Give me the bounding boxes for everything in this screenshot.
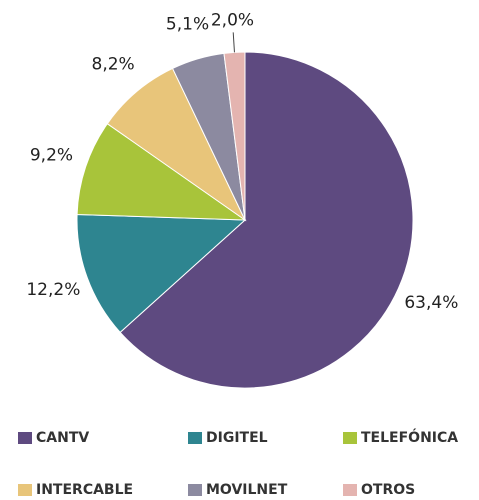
legend-label: TELEFÓNICA	[361, 428, 458, 446]
legend-swatch	[343, 484, 357, 496]
legend-label: DIGITEL	[206, 430, 268, 446]
leader-line	[232, 32, 235, 53]
pie-slice	[76, 213, 247, 334]
legend-label: CANTV	[36, 430, 89, 446]
legend-swatch	[18, 484, 32, 496]
data-label: 63,4%	[404, 293, 458, 313]
legend-label: INTERCABLE	[36, 482, 133, 498]
legend-swatch	[188, 484, 202, 496]
data-label: 5,1%	[166, 14, 209, 34]
data-label: 8,2%	[92, 54, 135, 74]
legend-label: OTROS	[361, 482, 415, 498]
data-label: 12,2%	[26, 280, 80, 300]
pie-slice	[119, 51, 414, 389]
legend-label: MOVILNET	[206, 482, 288, 498]
data-label: 2,0%	[211, 10, 254, 30]
pie-slice	[223, 51, 246, 221]
pie-slice	[76, 123, 247, 221]
legend-swatch	[343, 432, 357, 444]
pie-slice	[106, 67, 247, 222]
data-label: 9,2%	[30, 146, 73, 166]
legend-swatch	[18, 432, 32, 444]
legend-swatch	[188, 432, 202, 444]
